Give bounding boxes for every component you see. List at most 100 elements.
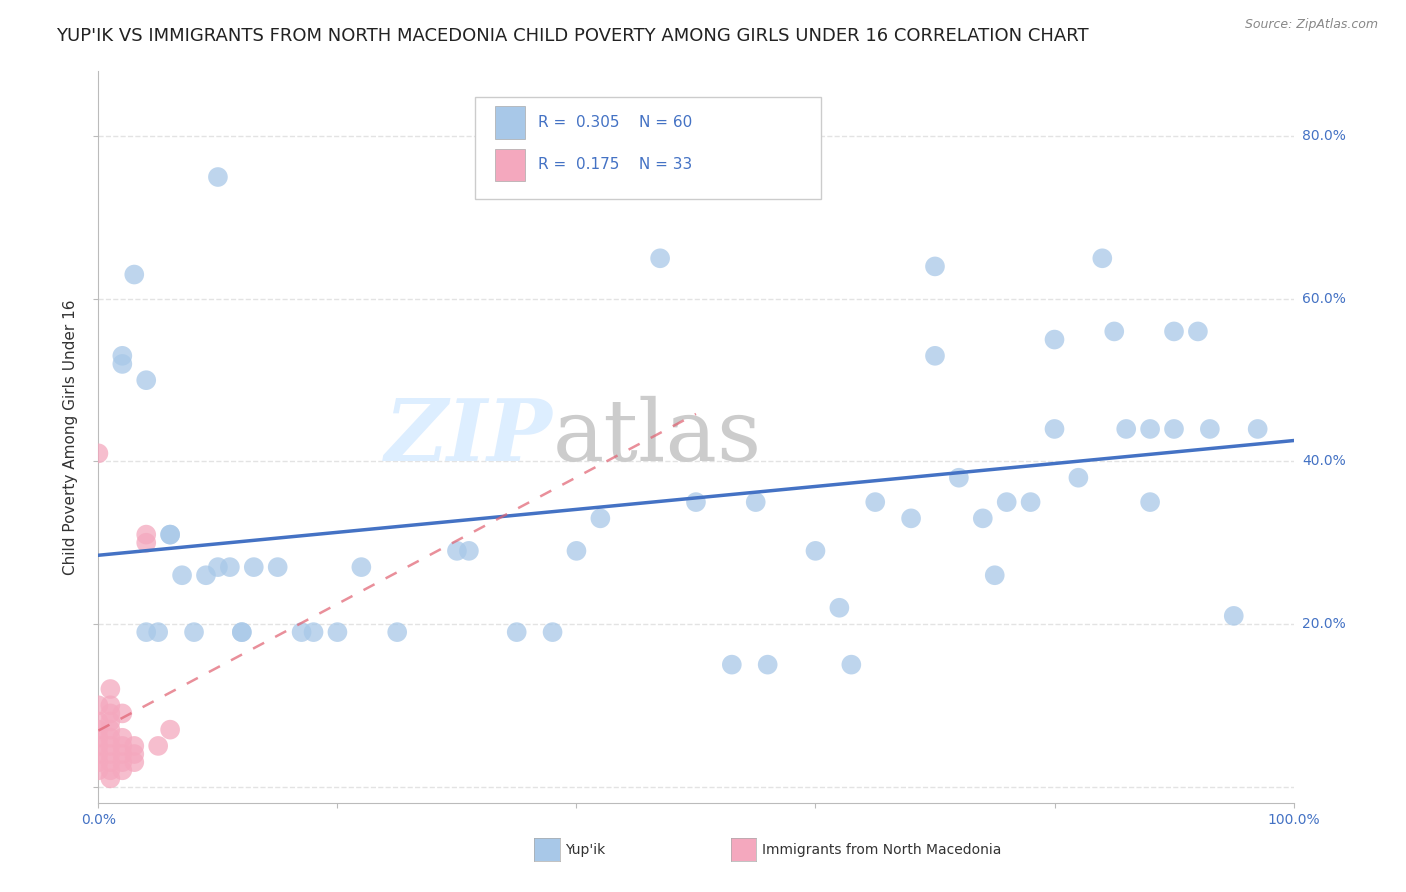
Point xyxy=(111,706,134,721)
Point xyxy=(972,511,994,525)
Point xyxy=(924,260,946,274)
Point xyxy=(267,560,290,574)
Point xyxy=(1104,325,1126,339)
Point xyxy=(219,560,242,574)
Point xyxy=(302,625,325,640)
Point xyxy=(87,698,110,713)
Point xyxy=(948,471,970,485)
Text: 40.0%: 40.0% xyxy=(1302,454,1346,468)
Point xyxy=(589,511,612,525)
Point xyxy=(87,714,110,729)
Point xyxy=(87,747,110,761)
FancyBboxPatch shape xyxy=(495,149,524,181)
Point xyxy=(124,268,146,282)
Text: atlas: atlas xyxy=(553,395,762,479)
Point xyxy=(111,764,134,778)
Point xyxy=(98,747,122,761)
Point xyxy=(98,723,122,737)
Point xyxy=(98,739,122,753)
Point xyxy=(231,625,253,640)
Point xyxy=(446,544,468,558)
Point xyxy=(1223,608,1246,623)
Point xyxy=(1019,495,1042,509)
Point xyxy=(804,544,827,558)
Point xyxy=(924,349,946,363)
Point xyxy=(111,747,134,761)
Point xyxy=(124,747,146,761)
Point xyxy=(135,527,157,541)
Point xyxy=(565,544,588,558)
Point xyxy=(183,625,205,640)
Point xyxy=(648,252,672,266)
Point xyxy=(1187,325,1209,339)
Point xyxy=(541,625,564,640)
Point xyxy=(291,625,314,640)
Point xyxy=(87,723,110,737)
Point xyxy=(1067,471,1090,485)
Y-axis label: Child Poverty Among Girls Under 16: Child Poverty Among Girls Under 16 xyxy=(63,300,77,574)
Point xyxy=(865,495,887,509)
Point xyxy=(385,625,409,640)
Text: ZIP: ZIP xyxy=(385,395,553,479)
Point xyxy=(1139,495,1161,509)
Point xyxy=(458,544,481,558)
Point xyxy=(159,723,181,737)
Point xyxy=(1115,422,1137,436)
Point xyxy=(98,755,122,769)
Text: 60.0%: 60.0% xyxy=(1302,292,1346,306)
Point xyxy=(1163,325,1185,339)
Point xyxy=(756,657,779,672)
Point xyxy=(195,568,218,582)
Point xyxy=(900,511,922,525)
FancyBboxPatch shape xyxy=(475,97,821,200)
Point xyxy=(159,527,181,541)
Point xyxy=(1043,422,1066,436)
Point xyxy=(148,739,170,753)
Point xyxy=(1199,422,1222,436)
Text: R =  0.175    N = 33: R = 0.175 N = 33 xyxy=(538,158,693,172)
Point xyxy=(87,446,110,460)
Point xyxy=(98,764,122,778)
Point xyxy=(111,755,134,769)
Text: Immigrants from North Macedonia: Immigrants from North Macedonia xyxy=(762,843,1001,857)
Text: 80.0%: 80.0% xyxy=(1302,129,1346,144)
Point xyxy=(841,657,863,672)
Point xyxy=(159,527,181,541)
Point xyxy=(111,739,134,753)
Point xyxy=(98,714,122,729)
Point xyxy=(111,731,134,745)
Point xyxy=(135,625,157,640)
Point xyxy=(87,755,110,769)
Point xyxy=(87,739,110,753)
Text: YUP'IK VS IMMIGRANTS FROM NORTH MACEDONIA CHILD POVERTY AMONG GIRLS UNDER 16 COR: YUP'IK VS IMMIGRANTS FROM NORTH MACEDONI… xyxy=(56,27,1088,45)
Point xyxy=(98,772,122,786)
Point xyxy=(1247,422,1270,436)
Point xyxy=(1091,252,1114,266)
Point xyxy=(350,560,373,574)
Point xyxy=(231,625,253,640)
Point xyxy=(98,731,122,745)
Point xyxy=(828,600,851,615)
Point xyxy=(1163,422,1185,436)
Point xyxy=(87,731,110,745)
Point xyxy=(111,357,134,371)
Point xyxy=(207,560,229,574)
Point xyxy=(98,681,122,696)
FancyBboxPatch shape xyxy=(495,106,524,138)
Text: Source: ZipAtlas.com: Source: ZipAtlas.com xyxy=(1244,18,1378,31)
Point xyxy=(1043,333,1066,347)
Point xyxy=(98,706,122,721)
Text: Yup'ik: Yup'ik xyxy=(565,843,606,857)
Point xyxy=(207,169,229,184)
Point xyxy=(135,535,157,549)
Point xyxy=(98,698,122,713)
Point xyxy=(111,349,134,363)
Text: 20.0%: 20.0% xyxy=(1302,617,1346,631)
Point xyxy=(172,568,194,582)
Point xyxy=(721,657,744,672)
Point xyxy=(148,625,170,640)
Point xyxy=(995,495,1018,509)
Point xyxy=(1139,422,1161,436)
Point xyxy=(124,755,146,769)
Point xyxy=(243,560,266,574)
